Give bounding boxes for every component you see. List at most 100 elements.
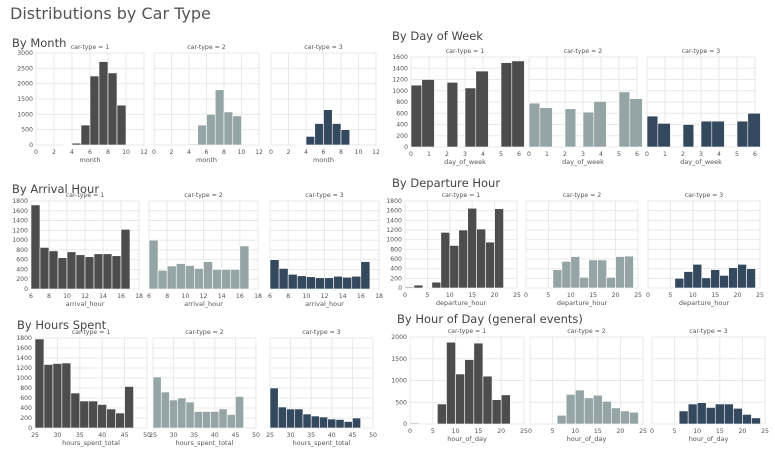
histogram-bar	[404, 286, 415, 289]
chart-panel-arrival-3: car-type = 3 6 8 10 12 14 16 18 arrival_hour	[268, 192, 383, 308]
y-tick-label: 800	[20, 385, 32, 392]
x-tick-label: 2	[170, 149, 174, 156]
y-tick-label: 600	[390, 256, 402, 263]
x-tick-label: 8	[165, 293, 169, 300]
histogram-bar	[719, 275, 729, 289]
panel-title: car-type = 3	[685, 192, 724, 199]
x-tick-label: 10	[567, 292, 575, 299]
y-tick-label: 1800	[12, 198, 28, 205]
section-title-month: By Month	[12, 36, 67, 50]
histogram-bar	[89, 75, 100, 146]
panel-title: car-type = 2	[563, 192, 602, 199]
x-tick-label: 12	[372, 149, 380, 156]
histogram-bar	[310, 415, 320, 429]
chart-panel-hour_of_day-1: car-type = 1 0 5 10 15 20 25 hour_of_day 0 500 100…	[391, 328, 528, 443]
histogram-bar	[106, 408, 116, 429]
x-tick-label: 0	[152, 149, 156, 156]
x-tick-label: 2	[681, 151, 685, 158]
histogram-bar	[446, 82, 459, 148]
y-tick-label: 3000	[17, 50, 33, 57]
histogram-bar	[30, 204, 41, 290]
histogram-bar	[500, 62, 513, 148]
histogram-bar	[696, 402, 707, 425]
x-tick-label: 10	[302, 293, 310, 300]
x-tick-label: 35	[307, 432, 315, 439]
histogram-bar	[588, 259, 598, 289]
histogram-bar	[79, 400, 90, 429]
x-tick-label: 35	[190, 432, 198, 439]
x-tick-label: 40	[211, 432, 219, 439]
x-tick-label: 40	[98, 432, 106, 439]
y-tick-label: 1000	[17, 111, 33, 118]
x-tick-label: 2	[287, 149, 291, 156]
y-tick-label: 800	[396, 99, 408, 106]
x-tick-label: 10	[181, 293, 189, 300]
histogram-bar	[43, 364, 54, 429]
histogram-bar	[491, 399, 502, 425]
x-tick-label: 5	[617, 151, 621, 158]
histogram-bar	[751, 417, 761, 425]
x-tick-label: 14	[99, 293, 107, 300]
histogram-bar	[57, 257, 68, 290]
x-tick-label: 10	[63, 293, 71, 300]
histogram-bar	[185, 401, 195, 429]
x-axis-label: departure_hour	[679, 299, 730, 307]
histogram-bar	[620, 410, 630, 425]
histogram-bar	[674, 278, 685, 289]
histogram-bar	[111, 255, 122, 290]
y-tick-label: 2000	[391, 334, 407, 341]
x-tick-label: 4	[481, 151, 485, 158]
histogram-bar	[714, 403, 725, 425]
x-tick-label: 10	[689, 292, 697, 299]
y-tick-label: 400	[396, 122, 408, 129]
x-tick-label: 6	[205, 149, 209, 156]
y-tick-label: 200	[390, 275, 402, 282]
x-tick-label: 25	[639, 428, 647, 435]
x-tick-label: 4	[187, 149, 191, 156]
histogram-bar	[93, 253, 104, 290]
chart-panel-departure-1: car-type = 1 0 5 10 15 20 25 departure_hour 0 200…	[386, 192, 521, 307]
y-tick-label: 0	[404, 144, 408, 151]
histogram-bar	[701, 277, 712, 289]
histogram-bar	[455, 373, 466, 425]
y-tick-label: 0	[24, 286, 28, 293]
x-axis-label: arrival_hour	[305, 300, 344, 308]
x-tick-label: 15	[468, 292, 476, 299]
x-axis-label: hours_spent_total	[176, 439, 234, 447]
histogram-bar	[319, 416, 328, 429]
y-tick-label: 0	[29, 142, 33, 149]
x-tick-label: 0	[409, 151, 413, 158]
histogram-bar	[629, 98, 643, 148]
histogram-bar	[80, 124, 91, 146]
y-tick-label: 0	[398, 285, 402, 292]
panel-title: car-type = 1	[71, 44, 110, 51]
histogram-bar	[494, 208, 504, 289]
x-tick-label: 18	[375, 293, 383, 300]
histogram-bar	[467, 207, 477, 289]
x-tick-label: 10	[355, 149, 363, 156]
y-tick-label: 1000	[12, 237, 28, 244]
panel-title: car-type = 1	[448, 328, 487, 335]
histogram-bar	[221, 269, 232, 290]
histogram-bar	[552, 269, 563, 289]
histogram-bar	[202, 411, 211, 429]
chart-panel-hours_spent-1: car-type = 1 25 30 35 40 45 50 hours_spent_tota…	[16, 329, 151, 447]
x-tick-label: 10	[452, 428, 460, 435]
y-tick-label: 200	[20, 415, 32, 422]
histogram-bar	[324, 277, 334, 290]
histogram-bar	[296, 275, 307, 290]
histogram-bar	[678, 410, 689, 425]
x-tick-label: 50	[143, 432, 151, 439]
histogram-bar	[564, 108, 577, 148]
x-tick-label: 0	[269, 149, 273, 156]
y-tick-label: 600	[396, 110, 408, 117]
x-axis-label: arrival_hour	[184, 300, 223, 308]
x-tick-label: 12	[321, 293, 329, 300]
histogram-bar	[437, 403, 447, 425]
histogram-bar	[593, 101, 607, 148]
panel-title: car-type = 2	[564, 48, 603, 55]
histogram-bar	[70, 392, 81, 429]
histogram-bar	[75, 254, 86, 290]
x-tick-label: 0	[646, 292, 650, 299]
x-tick-label: 8	[286, 293, 290, 300]
